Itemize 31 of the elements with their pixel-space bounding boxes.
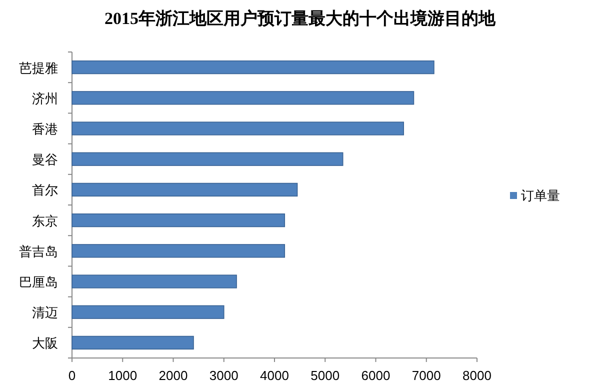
bar xyxy=(72,152,344,166)
bar xyxy=(72,244,286,258)
y-tick-label: 芭提雅 xyxy=(19,60,58,76)
x-tick-label: 5000 xyxy=(310,368,340,383)
x-tick-label: 0 xyxy=(68,368,76,383)
y-tick-label: 巴厘岛 xyxy=(19,274,58,290)
y-tick-label: 东京 xyxy=(32,213,58,228)
bar xyxy=(72,336,194,350)
y-tick-label: 清迈 xyxy=(32,305,58,320)
y-tick-label: 济州 xyxy=(32,90,58,106)
bar xyxy=(72,213,286,228)
x-tick-label: 8000 xyxy=(462,368,492,383)
y-tick-label: 首尔 xyxy=(32,182,58,198)
x-tick-label: 1000 xyxy=(108,368,138,383)
bar xyxy=(72,60,434,74)
bar xyxy=(72,91,414,105)
x-tick-label: 6000 xyxy=(361,368,390,383)
legend-label: 订单量 xyxy=(521,188,560,203)
chart-title: 2015年浙江地区用户预订量最大的十个出境游目的地 xyxy=(104,9,496,28)
y-tick-label: 香港 xyxy=(32,122,58,136)
bar xyxy=(72,122,404,136)
y-tick-label: 大阪 xyxy=(32,336,58,351)
bar xyxy=(72,182,298,197)
x-tick-label: 7000 xyxy=(412,368,441,383)
x-tick-label: 3000 xyxy=(209,368,238,383)
y-tick-label: 普吉岛 xyxy=(19,244,58,259)
y-tick-label: 曼谷 xyxy=(32,152,58,168)
bar xyxy=(72,305,224,319)
bar xyxy=(72,274,237,288)
x-tick-label: 4000 xyxy=(260,368,289,383)
x-tick-label: 2000 xyxy=(158,368,188,383)
